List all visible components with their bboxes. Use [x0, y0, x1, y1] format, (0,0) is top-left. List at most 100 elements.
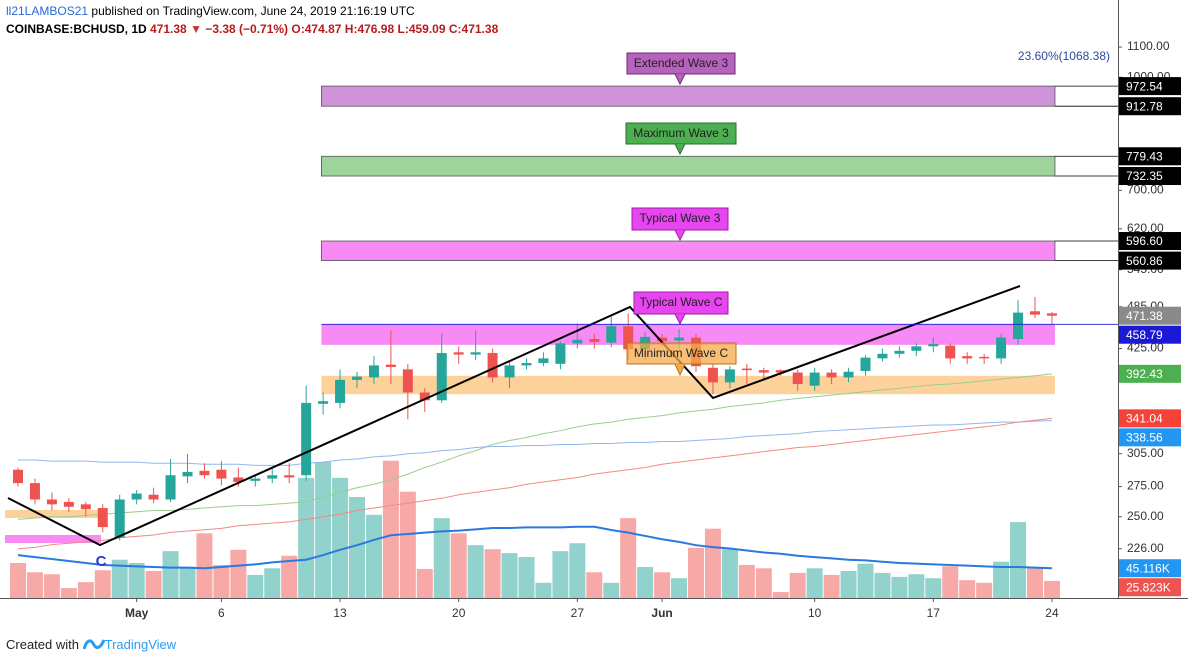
candle-body — [843, 371, 854, 378]
label-maximum: Maximum Wave 3 — [625, 122, 737, 156]
candle-body — [453, 352, 464, 355]
candle-body — [29, 483, 40, 500]
x-tick-label: 10 — [808, 606, 822, 620]
price-tag-label: 732.35 — [1126, 169, 1163, 183]
candle-body — [13, 469, 23, 484]
volume-bar — [637, 566, 654, 598]
wave-point-label: C — [96, 553, 107, 570]
volume-bar — [518, 557, 535, 598]
x-tick-label: 20 — [452, 606, 466, 620]
candle-body — [724, 369, 735, 383]
volume-bar — [1010, 522, 1027, 598]
annotation: Minimum Wave C — [634, 346, 729, 360]
candle-body — [97, 508, 108, 528]
candle-body — [860, 357, 871, 371]
publish-info: published on TradingView.com, June 24, 2… — [91, 4, 415, 18]
volume-bar — [26, 572, 43, 598]
label-minimumc: Minimum Wave C — [626, 342, 737, 377]
username[interactable]: ll21LAMBOS21 — [6, 4, 89, 18]
candle-body — [63, 501, 74, 507]
price-tag — [1119, 251, 1181, 270]
price-tag — [1119, 409, 1181, 428]
volume-bar — [976, 582, 993, 598]
volume-bar — [349, 497, 365, 598]
annotation: Typical Wave C — [640, 295, 723, 309]
zone — [321, 85, 1056, 107]
label-arrow — [674, 73, 686, 86]
price-tag — [1119, 97, 1181, 116]
symbol: COINBASE:BCHUSD, 1D — [6, 22, 147, 36]
volume-bar — [365, 514, 382, 598]
candle-body — [657, 337, 668, 342]
brand[interactable]: TradingView — [104, 637, 177, 652]
chart: Extended Wave 3 Maximum Wave 3 Typical W… — [0, 0, 1188, 620]
moving-averages — [17, 373, 1053, 570]
candle-body — [1030, 311, 1040, 315]
volume-bar — [535, 582, 552, 598]
price-tag-label: 45.116K — [1126, 561, 1170, 575]
volume-bar — [179, 566, 196, 598]
volume-bar — [586, 572, 603, 598]
price-tag-label: 471.38 — [1126, 309, 1163, 323]
price-tag — [1119, 578, 1181, 597]
x-tick-label: 24 — [1045, 606, 1059, 620]
volume-bar — [840, 570, 857, 598]
volume-bar — [959, 580, 976, 598]
candle-body — [301, 402, 312, 476]
volume-bar — [772, 592, 789, 598]
close: C:471.38 — [448, 22, 499, 36]
volume-bar — [688, 547, 704, 598]
candle-body — [792, 372, 803, 385]
candle-body — [80, 504, 91, 510]
candle-body — [741, 368, 752, 371]
volume-bar — [891, 576, 908, 598]
candle-body — [199, 470, 210, 476]
volume-bar — [755, 568, 772, 598]
candle-body — [775, 370, 786, 373]
zone — [321, 155, 1056, 177]
price-tag — [1119, 77, 1181, 96]
price-tags: 972.54 912.78 779.43 732.35 596.60 560.86 471.… — [321, 77, 1181, 597]
change-arrow: ▼ — [190, 22, 202, 36]
annotation: Typical Wave 3 — [640, 211, 721, 225]
y-tick-label: 425.00 — [1127, 341, 1164, 355]
volume-bar — [247, 574, 264, 598]
candle-body — [165, 475, 176, 500]
candle-body — [962, 356, 973, 359]
candle-body — [1013, 312, 1024, 339]
y-tick-label: 620.00 — [1127, 221, 1164, 235]
y-tick-label: 275.00 — [1127, 479, 1164, 493]
volume-bar — [671, 578, 688, 598]
footer-text: Created with — [6, 637, 79, 652]
volume-bar — [213, 564, 230, 598]
high: H:476.98 — [344, 22, 395, 36]
x-tick-label: 13 — [333, 606, 347, 620]
candle-body — [385, 364, 396, 367]
candle-body — [809, 372, 820, 386]
label-arrow — [674, 229, 686, 242]
zone — [321, 324, 1055, 345]
price-tag — [1119, 167, 1181, 186]
price-tag-label: 341.04 — [1126, 411, 1163, 425]
volume-bar — [450, 533, 467, 598]
low: L:459.09 — [397, 22, 446, 36]
candle-body — [504, 365, 515, 378]
candle-body — [114, 499, 125, 538]
price-tag-label: 25.823K — [1126, 580, 1171, 594]
volume-bar — [484, 549, 501, 598]
volume-bar — [196, 533, 213, 598]
label-arrow — [674, 143, 686, 156]
price-tag — [1119, 306, 1181, 325]
candle-body — [216, 469, 227, 479]
x-tick-label: Jun — [651, 606, 672, 620]
price-tag-label: 458.79 — [1126, 328, 1163, 342]
candle-body — [487, 353, 498, 378]
volume-bar — [552, 551, 569, 598]
price-tag-label: 912.78 — [1126, 99, 1163, 113]
candle-body — [826, 372, 837, 378]
candle-body — [538, 358, 549, 364]
volume-bar — [993, 561, 1010, 598]
candle-body — [555, 343, 566, 364]
x-tick-label: 27 — [571, 606, 585, 620]
candle-body — [233, 477, 244, 482]
